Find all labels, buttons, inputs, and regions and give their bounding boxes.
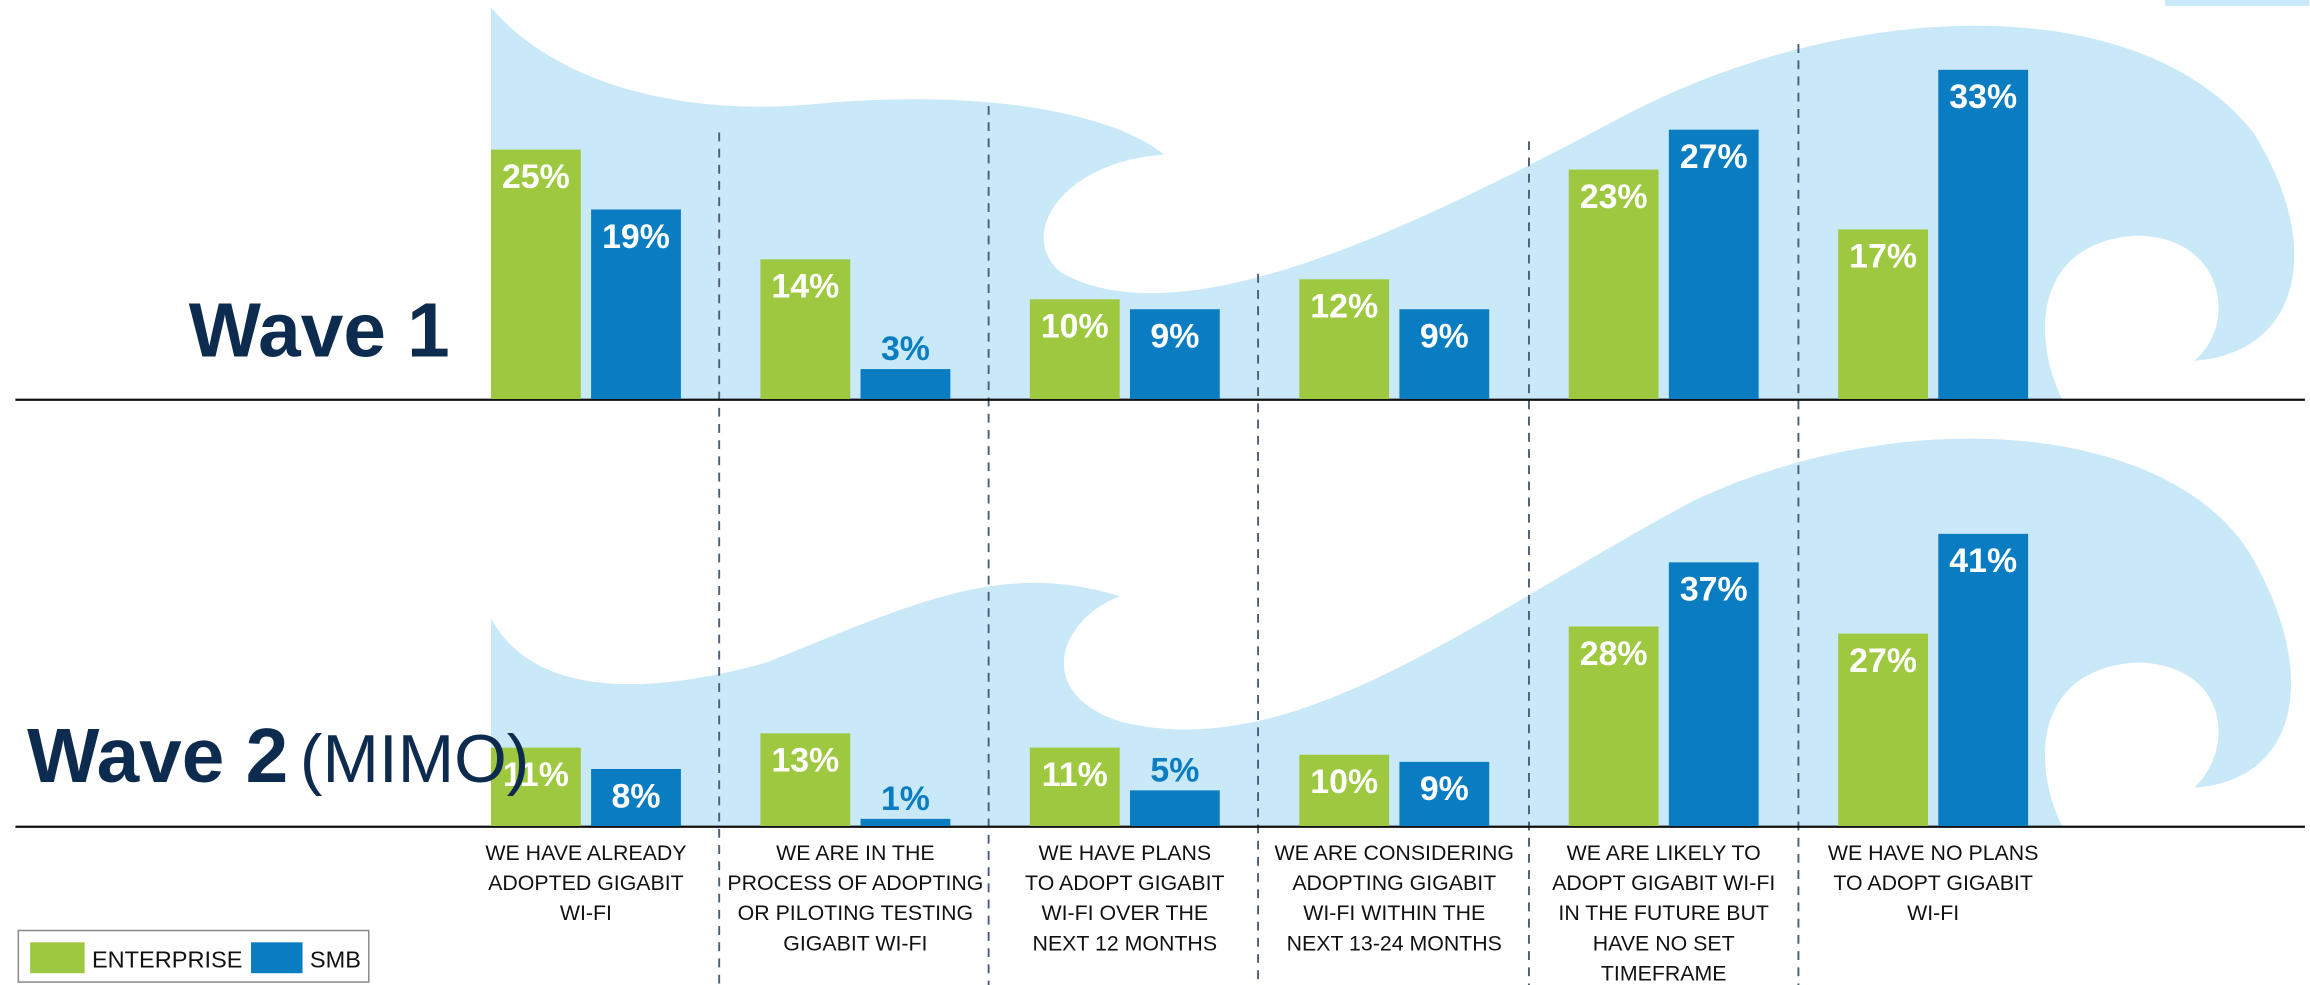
x-tick-label-line: WE ARE CONSIDERING xyxy=(1275,841,1514,865)
x-tick-label: WE ARE LIKELY TO ADOPT GIGABIT WI-FI IN TH… xyxy=(1552,841,1775,985)
bar xyxy=(760,733,851,826)
x-tick-label-line: WE ARE IN THE xyxy=(776,841,934,865)
title: Wave 2 xyxy=(27,714,288,799)
value-label: 12% xyxy=(1310,288,1378,326)
bar xyxy=(591,209,681,400)
x-tick-label-line: WE ARE LIKELY TO xyxy=(1567,841,1761,865)
x-tick-label: WE ARE IN THE PROCESS OF ADOPTING OR PILOT… xyxy=(727,841,983,956)
x-tick-label-line: WI-FI OVER THE xyxy=(1041,901,1208,925)
x-tick-label-line: TIMEFRAME xyxy=(1601,962,1727,985)
value-label: 23% xyxy=(1580,178,1648,216)
bar xyxy=(1568,626,1659,826)
bar xyxy=(1399,761,1490,826)
x-tick-label-line: ADOPTED GIGABIT xyxy=(488,871,684,895)
bar xyxy=(591,768,681,826)
corner-decoration xyxy=(2165,0,2310,6)
value-label: 5% xyxy=(1150,752,1199,790)
x-tick-label-line: WE HAVE ALREADY xyxy=(485,841,686,865)
x-tick-label-line: OR PILOTING TESTING xyxy=(738,901,973,925)
chart-title: Wave 1 xyxy=(189,288,450,373)
chart-title: Wave 2 (MIMO) xyxy=(27,714,529,799)
x-tick-label: WE ARE CONSIDERING ADOPTING GIGABIT WI-FI … xyxy=(1275,841,1514,956)
bar xyxy=(1029,747,1120,826)
x-tick-label-line: WI-FI WITHIN THE xyxy=(1303,901,1485,925)
x-tick-label-line: ADOPT GIGABIT WI-FI xyxy=(1552,871,1775,895)
value-label: 9% xyxy=(1420,318,1469,356)
bar xyxy=(490,747,581,826)
x-tick-label-line: IN THE FUTURE BUT xyxy=(1558,901,1769,925)
legend-label: ENTERPRISE xyxy=(92,946,242,972)
x-tick-label-line: ADOPTING GIGABIT xyxy=(1292,871,1496,895)
bar xyxy=(860,369,951,400)
x-tick-label-line: TO ADOPT GIGABIT xyxy=(1833,871,2033,895)
value-label: 33% xyxy=(1949,78,2017,116)
bar xyxy=(1668,129,1759,400)
x-tick-label-line: WI-FI xyxy=(560,901,612,925)
value-label: 37% xyxy=(1680,571,1748,609)
bar xyxy=(1129,309,1220,400)
value-label: 19% xyxy=(602,218,670,256)
bar xyxy=(1029,299,1120,400)
bar xyxy=(1568,169,1659,400)
value-label: 28% xyxy=(1580,635,1648,673)
bar xyxy=(1299,754,1390,826)
bar xyxy=(1399,309,1490,400)
x-tick-label-line: WE HAVE NO PLANS xyxy=(1828,841,2039,865)
value-label: 14% xyxy=(771,268,839,306)
value-label: 41% xyxy=(1949,542,2017,580)
value-label: 27% xyxy=(1680,138,1748,176)
x-tick-label-line: PROCESS OF ADOPTING xyxy=(727,871,983,895)
legend-label: SMB xyxy=(310,946,361,972)
bar xyxy=(760,259,851,400)
x-tick-label-line: GIGABIT WI-FI xyxy=(783,931,927,955)
value-label: 17% xyxy=(1849,238,1917,276)
value-label: 3% xyxy=(881,330,930,368)
x-tick-label-line: WI-FI xyxy=(1907,901,1959,925)
value-label: 25% xyxy=(502,158,570,196)
x-tick-label-line: NEXT 13-24 MONTHS xyxy=(1287,931,1502,955)
x-tick-label: WE HAVE ALREADY ADOPTED GIGABIT WI-FI xyxy=(485,841,686,925)
subtitle: (MIMO) xyxy=(300,722,529,797)
x-tick-label-line: WE HAVE PLANS xyxy=(1038,841,1211,865)
bar xyxy=(1668,562,1759,826)
bar xyxy=(1129,790,1220,826)
value-label: 9% xyxy=(1420,770,1469,808)
separators xyxy=(718,44,1800,985)
bar xyxy=(860,818,951,826)
value-label: 8% xyxy=(612,777,661,815)
bar xyxy=(1938,533,2029,826)
legend-swatch xyxy=(250,942,303,974)
x-tick-label-line: HAVE NO SET xyxy=(1593,931,1735,955)
value-label: 9% xyxy=(1150,318,1199,356)
x-tick-label-line: TO ADOPT GIGABIT xyxy=(1025,871,1225,895)
x-tick-label: WE HAVE NO PLANS TO ADOPT GIGABIT WI-FI xyxy=(1828,841,2039,925)
value-label: 13% xyxy=(771,742,839,780)
x-tick-label: WE HAVE PLANS TO ADOPT GIGABIT WI-FI OVER … xyxy=(1025,841,1225,956)
value-label: 11% xyxy=(503,756,569,794)
value-label: 10% xyxy=(1310,763,1378,801)
bar xyxy=(1299,279,1390,400)
title: Wave 1 xyxy=(189,288,450,373)
value-label: 1% xyxy=(881,780,930,818)
value-label: 10% xyxy=(1041,308,1109,346)
bar xyxy=(1838,633,1928,826)
bar xyxy=(490,149,581,400)
legend-swatch xyxy=(30,942,85,974)
bar xyxy=(1838,229,1928,400)
x-tick-label-line: NEXT 12 MONTHS xyxy=(1033,931,1218,955)
value-label: 27% xyxy=(1849,642,1917,680)
bar xyxy=(1938,69,2029,400)
value-label: 11% xyxy=(1042,756,1108,794)
